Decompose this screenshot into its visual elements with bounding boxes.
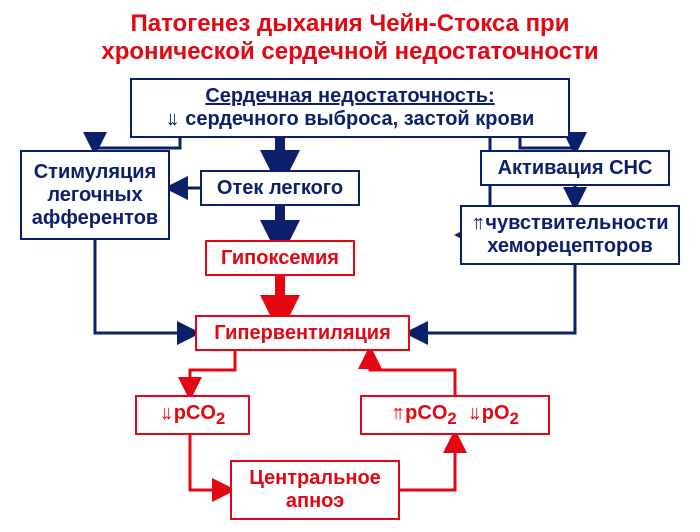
node-pco2-high-po2-low: ↑↑pCO2 ↓↓pO2 [360, 395, 550, 435]
node-central-apnea: Центральноеапноэ [230, 460, 400, 520]
node-pco2-low: ↓↓pCO2 [135, 395, 250, 435]
node-lung-afferents: Стимуляциялегочныхафферентов [20, 150, 170, 240]
pco2-text: pCO [174, 402, 216, 424]
apnea-text: Центральноеапноэ [249, 467, 381, 513]
hf-line2: сердечного выброса, застой крови [180, 108, 535, 130]
edema-text: Отек легкого [217, 177, 343, 200]
node-hypoxemia: Гипоксемия [205, 240, 355, 276]
sns-text: Активация СНС [498, 157, 653, 180]
node-hyperventilation: Гипервентиляция [195, 315, 410, 351]
pco2-sub: 2 [216, 409, 225, 428]
pco2-down-arrows: ↓↓ [160, 402, 174, 424]
node-sns-activation: Активация СНС [480, 150, 670, 186]
title-line1: Патогенез дыхания Чейн-Стокса при [131, 10, 570, 37]
pp-t1: pCO [405, 402, 447, 424]
hyperv-text: Гипервентиляция [214, 322, 391, 345]
hf-line1: Сердечная недостаточность: [205, 85, 494, 107]
hypox-text: Гипоксемия [221, 247, 339, 270]
chemo-up-arrows: ↑↑ [471, 212, 485, 234]
pp-up: ↑↑ [391, 402, 405, 424]
title-line2: хронической сердечной недостаточности [101, 38, 598, 65]
hf-down-arrows: ↓↓ [166, 108, 180, 130]
pp-s1: 2 [447, 409, 456, 428]
node-heart-failure: Сердечная недостаточность: ↓↓ сердечного… [130, 78, 570, 138]
lung-aff-text: Стимуляциялегочныхафферентов [32, 161, 158, 230]
pp-s2: 2 [510, 409, 519, 428]
pp-t2: pO [482, 402, 510, 424]
node-lung-edema: Отек легкого [200, 170, 360, 206]
node-chemoreceptor-sensitivity: ↑↑чувствительностихеморецепторов [460, 205, 680, 265]
chemo-text: чувствительностихеморецепторов [485, 212, 668, 257]
pp-down: ↓↓ [468, 402, 482, 424]
diagram-title: Патогенез дыхания Чейн-Стокса при хронич… [0, 10, 700, 65]
